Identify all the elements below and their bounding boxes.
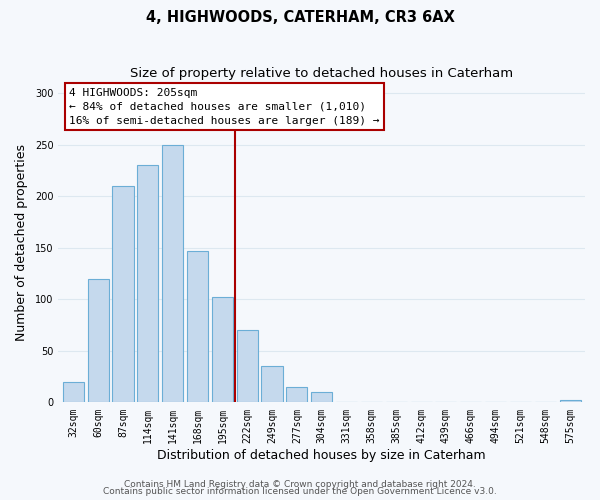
Bar (236, 330, 258, 402)
Bar (187, 251, 208, 402)
Text: Contains public sector information licensed under the Open Government Licence v3: Contains public sector information licen… (103, 487, 497, 496)
Title: Size of property relative to detached houses in Caterham: Size of property relative to detached ho… (130, 68, 513, 80)
Text: 4, HIGHWOODS, CATERHAM, CR3 6AX: 4, HIGHWOODS, CATERHAM, CR3 6AX (146, 10, 454, 25)
Bar (262, 366, 283, 402)
Y-axis label: Number of detached properties: Number of detached properties (15, 144, 28, 341)
Bar (112, 186, 134, 402)
Bar (286, 387, 307, 402)
Bar (63, 382, 84, 402)
Bar (560, 400, 581, 402)
Bar (162, 145, 183, 403)
Text: Contains HM Land Registry data © Crown copyright and database right 2024.: Contains HM Land Registry data © Crown c… (124, 480, 476, 489)
X-axis label: Distribution of detached houses by size in Caterham: Distribution of detached houses by size … (157, 450, 486, 462)
Bar (311, 392, 332, 402)
Text: 4 HIGHWOODS: 205sqm
← 84% of detached houses are smaller (1,010)
16% of semi-det: 4 HIGHWOODS: 205sqm ← 84% of detached ho… (69, 88, 379, 126)
Bar (88, 279, 109, 402)
Bar (137, 166, 158, 402)
Bar (212, 298, 233, 403)
